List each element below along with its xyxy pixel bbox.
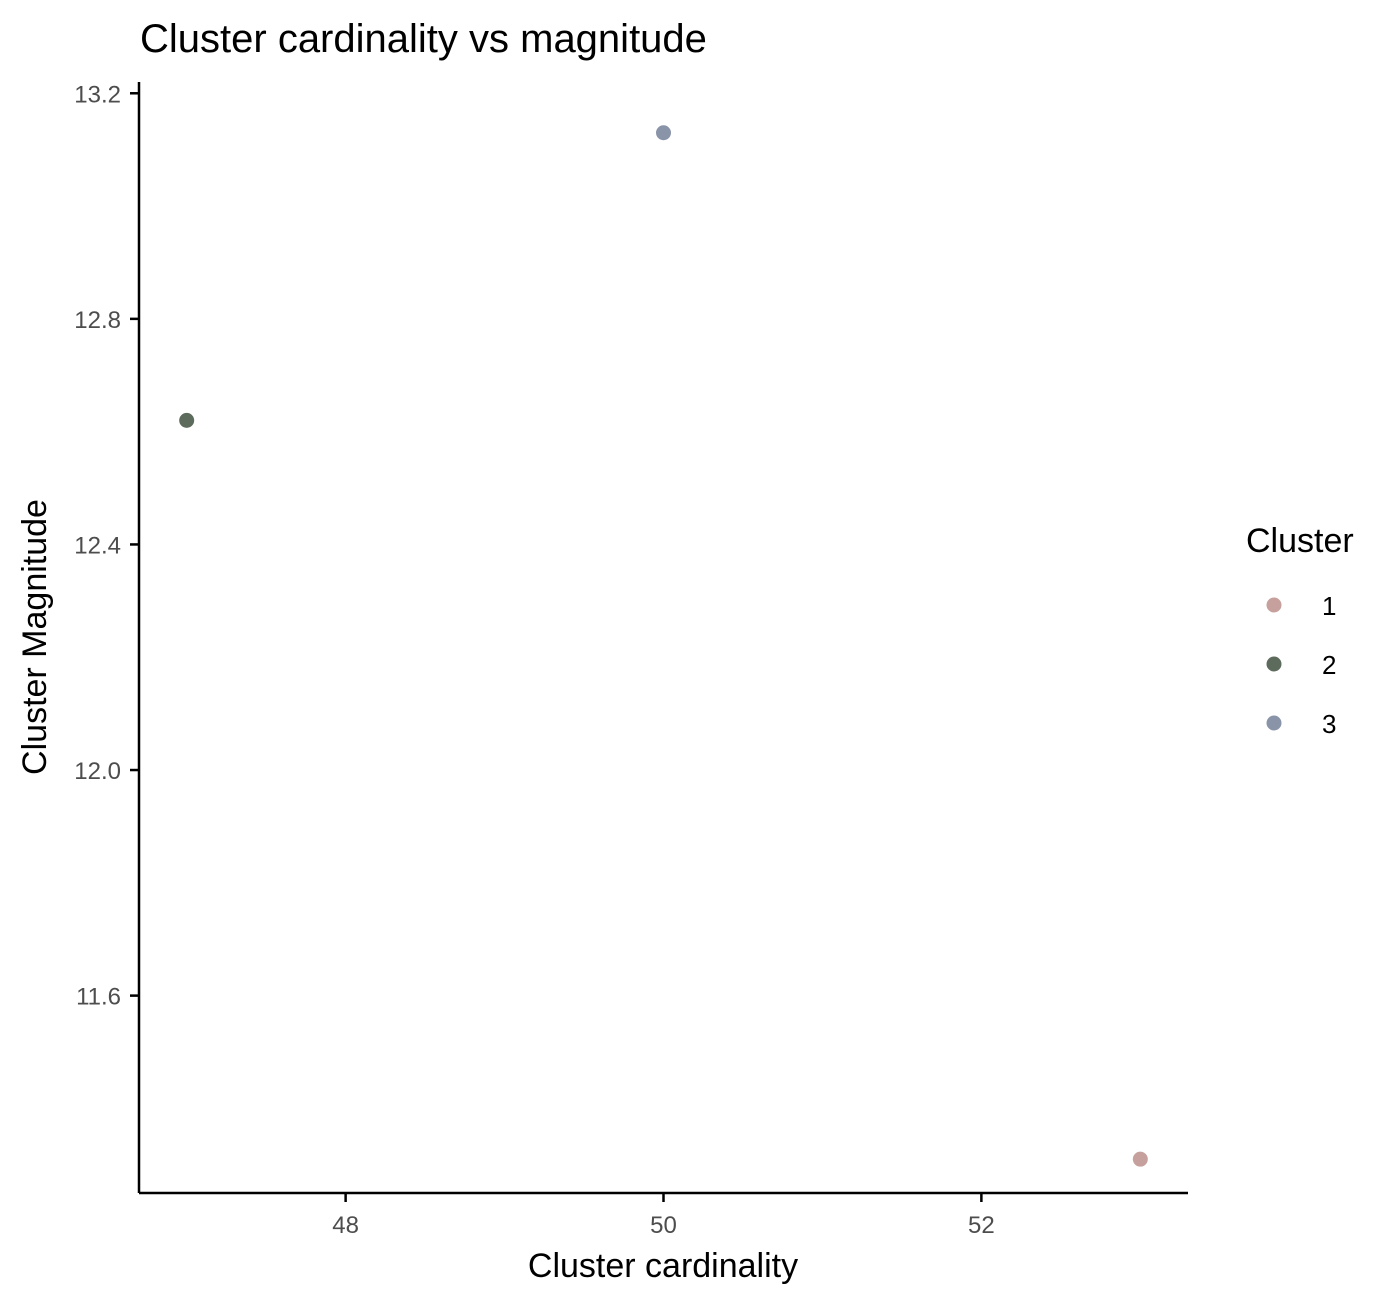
y-tick-label: 12.4: [74, 532, 121, 559]
legend: Cluster 1 2 3: [1246, 522, 1354, 739]
data-points: [179, 125, 1148, 1167]
legend-label-3: 3: [1322, 709, 1336, 739]
y-axis-title: Cluster Magnitude: [16, 499, 54, 775]
x-tick-label: 48: [332, 1212, 359, 1239]
legend-title: Cluster: [1246, 522, 1354, 560]
legend-key-2: [1266, 656, 1282, 672]
legend-label-1: 1: [1322, 591, 1336, 621]
data-point-cluster-2: [179, 412, 195, 428]
data-point-cluster-1: [1132, 1151, 1148, 1167]
x-axis-title: Cluster cardinality: [528, 1247, 798, 1285]
y-tick-label: 12.0: [74, 758, 121, 785]
chart-title: Cluster cardinality vs magnitude: [140, 17, 707, 61]
y-tick-label: 13.2: [74, 81, 121, 108]
data-point-cluster-3: [656, 125, 671, 141]
legend-key-1: [1266, 597, 1282, 613]
y-tick-label: 12.8: [74, 307, 121, 334]
axes: [137, 82, 1188, 1195]
y-tick-label: 11.6: [76, 984, 121, 1011]
legend-key-3: [1266, 715, 1282, 731]
axis-ticks: 48 50 52 11.6 12.0 12.4 12.8 13.2: [74, 81, 994, 1239]
legend-label-2: 2: [1322, 650, 1336, 680]
x-tick-label: 50: [650, 1212, 677, 1239]
x-tick-label: 52: [968, 1212, 995, 1239]
